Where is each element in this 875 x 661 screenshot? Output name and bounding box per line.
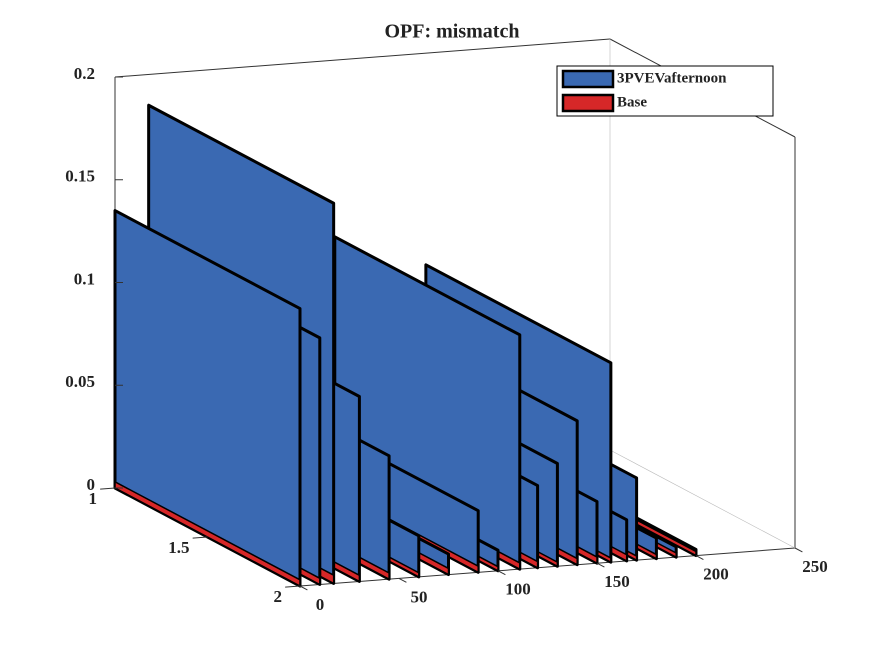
legend-swatch [561,69,615,89]
ribbons [113,103,698,588]
axis-edge [609,449,796,549]
x-tick-label: 50 [411,587,428,606]
z-tick-label: 0.2 [74,64,95,83]
y-tick [192,536,208,539]
x-tick-label: 250 [802,557,828,576]
z-tick-label: 0.1 [74,269,95,288]
legend-label: Base [617,94,647,110]
legend: 3PVEVafternoon Base [556,65,774,117]
z-tick-label: 0 [87,475,96,494]
x-tick [299,585,308,591]
x-tick [497,570,506,576]
x-tick [695,555,704,560]
legend-swatch [561,93,615,113]
y-tick-label: 1 [89,489,98,508]
x-tick-label: 0 [316,595,325,614]
axis-edge [114,38,611,78]
chart-title: OPF: mismatch [385,21,520,43]
y-tick [100,487,116,490]
ticks: 0 50 100 150 200 250 1 1.5 2 0 0.05 0.1 0.15 0.2 [65,64,828,614]
legend-label: 3PVEVafternoon [617,70,727,86]
y-tick-label: 2 [274,587,283,606]
ribbon [114,481,301,587]
z-tick-label: 0.05 [65,372,95,391]
x-tick-label: 150 [604,572,630,591]
x-tick [596,562,605,568]
y-tick [285,585,301,588]
y-tick-label: 1.5 [168,538,189,557]
x-tick-label: 100 [505,580,531,599]
axis-edge [299,547,796,587]
x-tick-label: 200 [703,565,729,584]
z-tick-label: 0.15 [65,167,95,186]
x-tick [794,547,803,553]
x-tick [398,577,407,583]
